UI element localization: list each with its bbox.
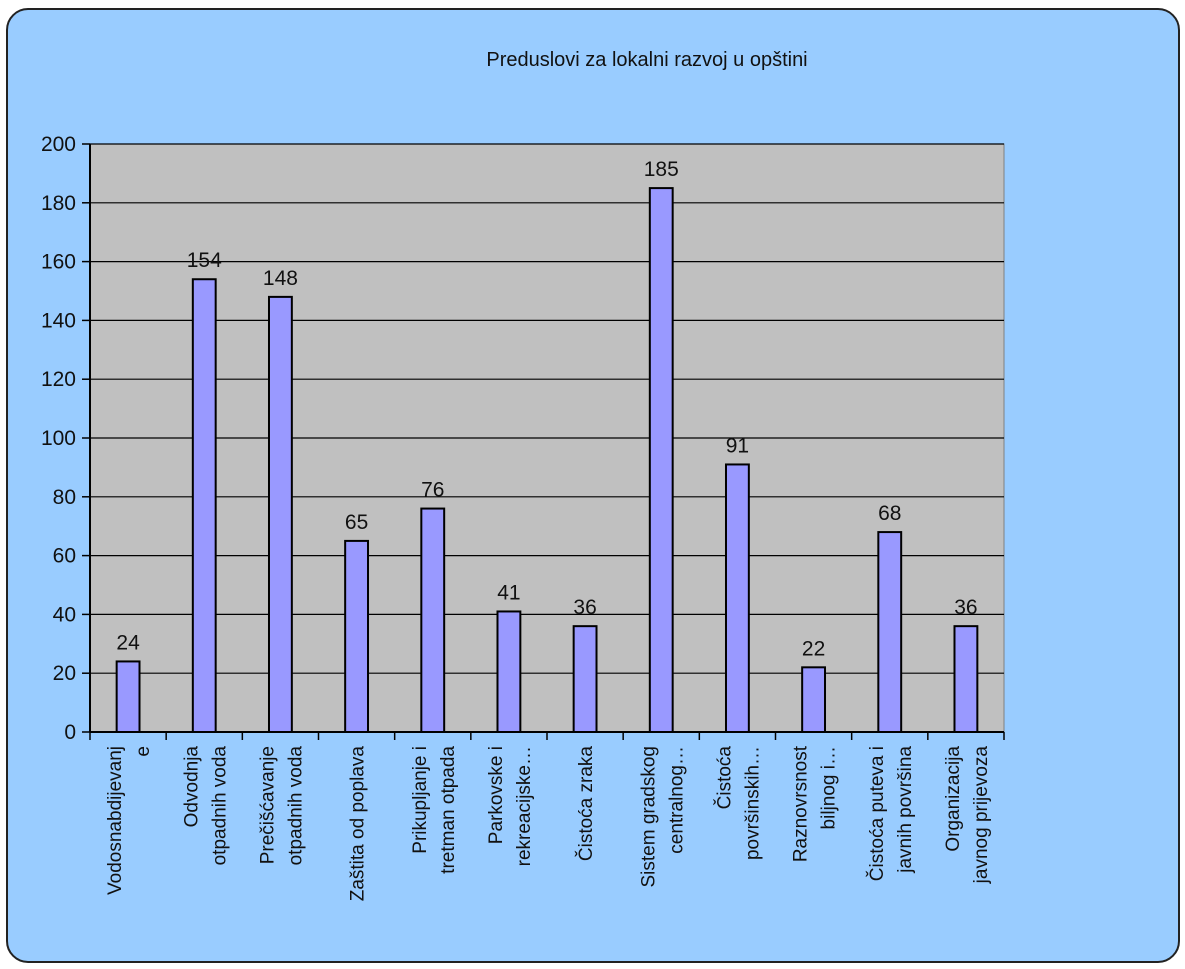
gridlines xyxy=(90,143,1004,674)
y-tick-label: 60 xyxy=(53,545,76,568)
bar xyxy=(191,278,217,733)
y-tick-label: 200 xyxy=(41,133,76,156)
data-labels: 24 154 148 65 76 41 36 185 91 22 68 36 xyxy=(116,158,977,660)
bar xyxy=(724,463,750,733)
y-tick-label: 40 xyxy=(53,603,76,626)
category-label: Raznovrsnost xyxy=(791,745,812,862)
data-label: 41 xyxy=(497,581,520,604)
category-label: Zaštita od poplava xyxy=(348,746,369,902)
y-tick-label: 160 xyxy=(41,251,76,274)
data-label: 22 xyxy=(802,637,825,660)
category-label: centralnog… xyxy=(666,746,687,854)
y-tick-label: 120 xyxy=(41,368,76,391)
bar xyxy=(801,666,827,734)
data-label: 185 xyxy=(644,158,679,181)
category-label: Organizacija xyxy=(943,746,964,852)
category-label: Čistoća zraka xyxy=(575,746,597,862)
data-label: 65 xyxy=(345,511,368,534)
bar xyxy=(496,610,522,734)
category-label: Sistem gradskog xyxy=(638,746,659,888)
category-label: Čistoća xyxy=(713,746,735,810)
category-label: rekreacijske… xyxy=(514,746,535,866)
data-label: 91 xyxy=(726,434,749,457)
y-axis: 0 20 40 60 80 100 120 140 160 180 200 xyxy=(41,133,91,744)
y-tick-label: 20 xyxy=(53,662,76,685)
category-label: javnog prijevoza xyxy=(971,746,992,885)
chart-title: Preduslovi za lokalni razvoj u opštini xyxy=(486,49,807,71)
bar xyxy=(953,625,979,733)
bar xyxy=(572,625,598,733)
category-label: površinskih… xyxy=(742,746,763,860)
y-tick-label: 80 xyxy=(53,486,76,509)
y-tick-label: 180 xyxy=(41,192,76,215)
category-label: Prečišćavanje xyxy=(257,746,278,864)
data-label: 36 xyxy=(954,596,977,619)
category-label: Parkovske i xyxy=(486,746,507,844)
bar xyxy=(344,539,370,734)
y-tick-label: 0 xyxy=(64,721,76,744)
data-label: 24 xyxy=(116,631,140,654)
data-label: 154 xyxy=(187,249,222,272)
x-axis: Vodosnabdijevanj e Odvodnja otpadnih voda Pr… xyxy=(89,731,1005,902)
bar xyxy=(267,295,293,733)
category-label: biljnog i… xyxy=(819,746,840,829)
data-label: 68 xyxy=(878,502,901,525)
data-label: 36 xyxy=(573,596,596,619)
category-label: e xyxy=(133,746,154,757)
bars xyxy=(115,187,979,734)
bar xyxy=(115,660,141,733)
category-label: otpadnih voda xyxy=(285,746,306,866)
bar xyxy=(648,187,674,734)
category-label: Odvodnja xyxy=(181,746,202,828)
category-label: tretman otpada xyxy=(438,746,459,874)
category-label: Vodosnabdijevanj xyxy=(105,746,126,895)
category-label: otpadnih voda xyxy=(209,746,230,866)
category-label: Čistoća puteva i xyxy=(866,746,888,881)
data-label: 148 xyxy=(263,267,298,290)
y-tick-label: 100 xyxy=(41,427,76,450)
bar xyxy=(420,507,446,733)
bar xyxy=(877,531,903,734)
y-tick-label: 140 xyxy=(41,309,76,332)
category-label: javnih površina xyxy=(895,746,916,874)
data-label: 76 xyxy=(421,479,444,502)
category-label: Prikupljanje i xyxy=(410,746,431,854)
